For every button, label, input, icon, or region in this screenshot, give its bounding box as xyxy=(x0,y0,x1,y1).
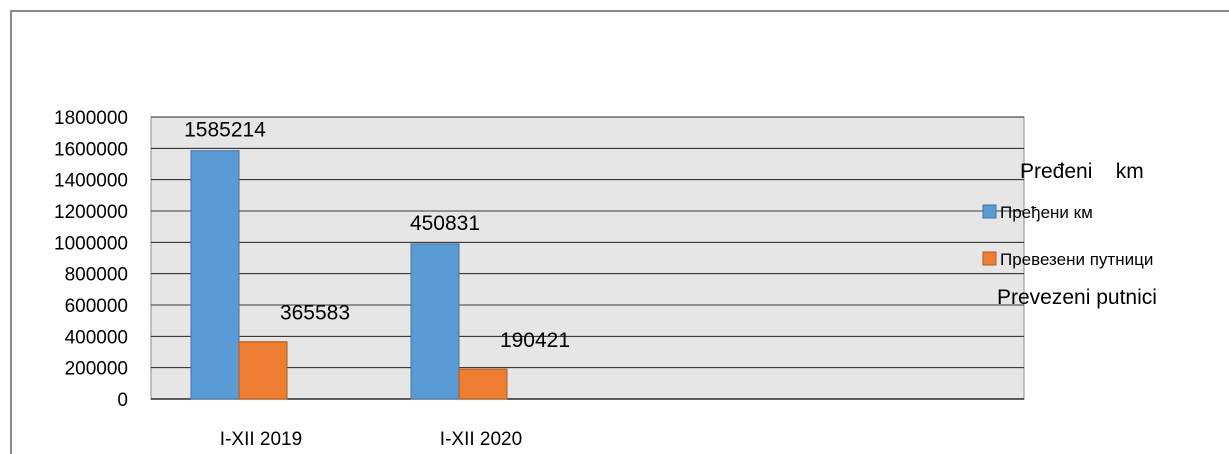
legend-label-km: Пређени км xyxy=(1000,203,1093,222)
data-label: 190421 xyxy=(500,329,570,352)
y-tick-label: 1400000 xyxy=(54,171,128,192)
y-tick-label: 0 xyxy=(117,390,128,411)
legend: Pređeni km Пређени км Превезени путници … xyxy=(982,160,1157,309)
gridlines xyxy=(151,116,1024,400)
y-tick-label: 1000000 xyxy=(54,233,128,254)
bar-passengers xyxy=(458,368,508,400)
legend-swatch-passengers xyxy=(982,251,997,266)
bars xyxy=(190,150,508,400)
x-tick-label: I-XII 2020 xyxy=(440,429,522,450)
y-axis-ticks: 0 200000 400000 600000 800000 1000000 1200000 1… xyxy=(54,108,128,411)
bar-km xyxy=(410,243,460,400)
data-label: 450831 xyxy=(410,212,480,235)
x-axis-ticks: I-XII 2019 I-XII 2020 xyxy=(220,429,522,450)
legend-header-top: Pređeni km xyxy=(1020,160,1144,183)
y-tick-label: 600000 xyxy=(65,296,128,317)
data-label: 365583 xyxy=(280,302,350,325)
legend-label-passengers: Превезени путници xyxy=(1000,250,1153,269)
data-label: 1585214 xyxy=(184,119,266,142)
x-tick-label: I-XII 2019 xyxy=(220,429,302,450)
y-tick-label: 800000 xyxy=(65,265,128,286)
data-labels: 1585214 365583 450831 190421 xyxy=(184,119,570,353)
legend-swatch-km xyxy=(982,204,997,219)
legend-header-bottom: Prevezeni putnici xyxy=(997,286,1157,309)
bar-km xyxy=(190,150,240,400)
y-tick-label: 1600000 xyxy=(54,139,128,160)
y-tick-label: 400000 xyxy=(65,327,128,348)
plot-area xyxy=(150,116,1025,400)
y-tick-label: 1200000 xyxy=(54,202,128,223)
y-tick-label: 200000 xyxy=(65,359,128,380)
bar-passengers xyxy=(238,341,288,400)
y-tick-label: 1800000 xyxy=(54,108,128,129)
